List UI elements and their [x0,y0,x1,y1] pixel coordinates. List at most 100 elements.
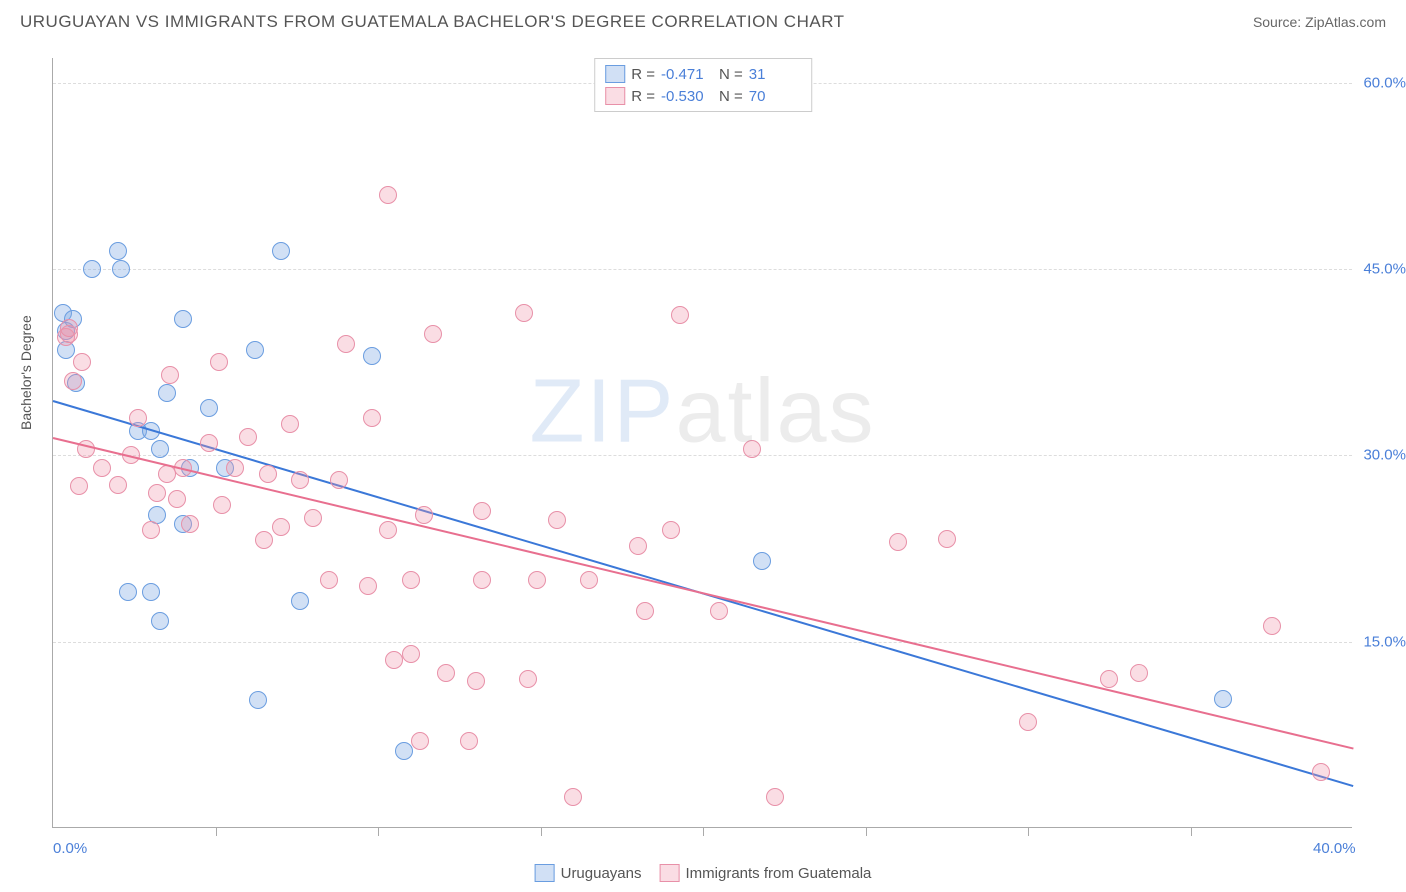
legend-row-series-0: R = -0.471 N = 31 [605,63,801,85]
scatter-point-series-0 [151,612,169,630]
scatter-point-series-1 [379,186,397,204]
scatter-point-series-1 [320,571,338,589]
watermark-zip: ZIP [529,361,675,461]
chart-title: URUGUAYAN VS IMMIGRANTS FROM GUATEMALA B… [20,12,845,32]
scatter-point-series-1 [1130,664,1148,682]
legend-row-series-1: R = -0.530 N = 70 [605,85,801,107]
ytick-label: 60.0% [1363,74,1406,91]
correlation-legend: R = -0.471 N = 31 R = -0.530 N = 70 [594,58,812,112]
scatter-point-series-1 [548,511,566,529]
scatter-point-series-1 [379,521,397,539]
scatter-point-series-1 [710,602,728,620]
swatch-series-0 [535,864,555,882]
r-label: R = [631,66,655,83]
scatter-point-series-1 [359,577,377,595]
scatter-point-series-1 [473,571,491,589]
scatter-point-series-1 [528,571,546,589]
scatter-point-series-1 [60,319,78,337]
scatter-point-series-0 [112,260,130,278]
legend-item-1: Immigrants from Guatemala [660,864,872,882]
scatter-point-series-0 [200,399,218,417]
legend-label-1: Immigrants from Guatemala [686,865,872,882]
scatter-point-series-1 [200,434,218,452]
ytick-label: 45.0% [1363,261,1406,278]
scatter-point-series-1 [70,477,88,495]
scatter-point-series-1 [629,537,647,555]
trendline-series-1 [53,437,1353,749]
scatter-point-series-1 [519,670,537,688]
scatter-point-series-1 [304,509,322,527]
scatter-point-series-0 [158,384,176,402]
scatter-point-series-0 [1214,690,1232,708]
gridline-h [53,455,1352,456]
scatter-point-series-1 [291,471,309,489]
scatter-point-series-1 [564,788,582,806]
scatter-point-series-1 [181,515,199,533]
series-legend: Uruguayans Immigrants from Guatemala [535,864,872,882]
scatter-point-series-1 [460,732,478,750]
scatter-point-series-1 [889,533,907,551]
scatter-point-series-1 [337,335,355,353]
scatter-point-series-1 [64,372,82,390]
scatter-point-series-1 [662,521,680,539]
scatter-point-series-0 [174,310,192,328]
watermark-atlas: atlas [675,361,875,461]
xtick-mark [866,828,867,836]
swatch-series-0 [605,65,625,83]
scatter-point-series-0 [272,242,290,260]
scatter-chart: ZIPatlas 15.0%30.0%45.0%60.0%0.0%40.0% [52,58,1352,828]
scatter-point-series-1 [226,459,244,477]
scatter-point-series-1 [1263,617,1281,635]
scatter-point-series-1 [938,530,956,548]
scatter-point-series-1 [148,484,166,502]
scatter-point-series-1 [210,353,228,371]
n-label: N = [719,66,743,83]
r-value-1: -0.530 [661,88,713,105]
scatter-point-series-1 [161,366,179,384]
scatter-point-series-1 [636,602,654,620]
n-label: N = [719,88,743,105]
scatter-point-series-1 [437,664,455,682]
xtick-label: 40.0% [1313,840,1356,857]
scatter-point-series-0 [249,691,267,709]
scatter-point-series-1 [1100,670,1118,688]
scatter-point-series-1 [272,518,290,536]
scatter-point-series-1 [402,571,420,589]
ytick-label: 30.0% [1363,447,1406,464]
n-value-1: 70 [749,88,801,105]
y-axis-label: Bachelor's Degree [18,315,34,430]
source-prefix: Source: [1253,14,1305,30]
gridline-h [53,642,1352,643]
scatter-point-series-1 [1312,763,1330,781]
xtick-mark [703,828,704,836]
scatter-point-series-0 [119,583,137,601]
scatter-point-series-1 [281,415,299,433]
scatter-point-series-0 [142,583,160,601]
scatter-point-series-1 [402,645,420,663]
source-attribution: Source: ZipAtlas.com [1253,14,1386,30]
scatter-point-series-1 [239,428,257,446]
scatter-point-series-1 [330,471,348,489]
chart-header: URUGUAYAN VS IMMIGRANTS FROM GUATEMALA B… [0,0,1406,40]
scatter-point-series-0 [109,242,127,260]
scatter-point-series-1 [766,788,784,806]
scatter-point-series-1 [213,496,231,514]
xtick-mark [378,828,379,836]
scatter-point-series-0 [363,347,381,365]
scatter-point-series-0 [291,592,309,610]
source-name: ZipAtlas.com [1305,14,1386,30]
scatter-point-series-0 [246,341,264,359]
scatter-point-series-1 [259,465,277,483]
scatter-point-series-1 [424,325,442,343]
xtick-label: 0.0% [53,840,87,857]
scatter-point-series-0 [83,260,101,278]
r-label: R = [631,88,655,105]
scatter-point-series-1 [1019,713,1037,731]
xtick-mark [1191,828,1192,836]
r-value-0: -0.471 [661,66,713,83]
scatter-point-series-0 [753,552,771,570]
scatter-point-series-1 [93,459,111,477]
swatch-series-1 [660,864,680,882]
scatter-point-series-1 [73,353,91,371]
scatter-point-series-0 [395,742,413,760]
